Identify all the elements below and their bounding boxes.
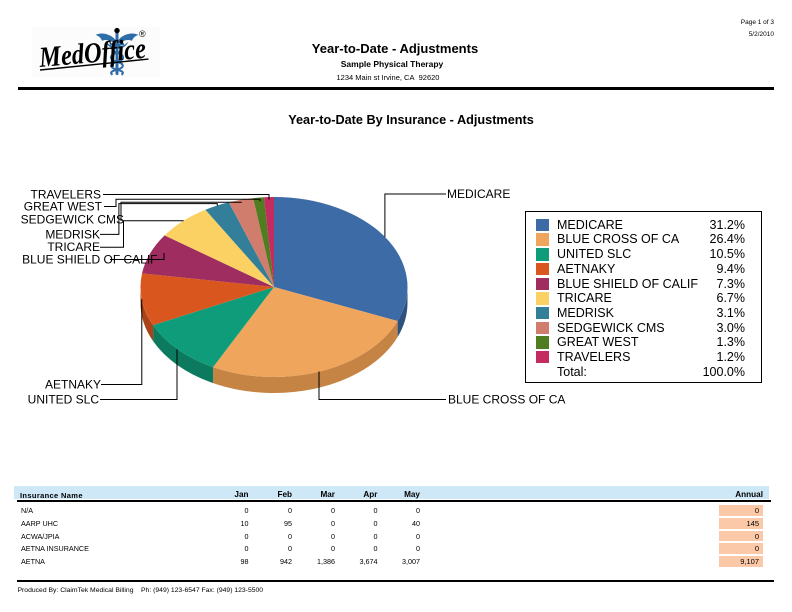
svg-text:MEDRISK: MEDRISK xyxy=(45,227,100,241)
svg-text:UNITED SLC: UNITED SLC xyxy=(28,393,100,407)
svg-text:MEDICARE: MEDICARE xyxy=(447,187,510,201)
svg-text:TRAVELERS: TRAVELERS xyxy=(31,188,101,202)
svg-text:SEDGEWICK CMS: SEDGEWICK CMS xyxy=(21,213,124,227)
svg-text:®: ® xyxy=(139,29,146,39)
svg-text:GREAT WEST: GREAT WEST xyxy=(24,200,103,214)
svg-text:AETNAKY: AETNAKY xyxy=(45,378,101,392)
svg-text:BLUE SHIELD OF CALIF: BLUE SHIELD OF CALIF xyxy=(22,253,157,267)
svg-text:TRICARE: TRICARE xyxy=(47,240,100,254)
svg-text:BLUE CROSS OF CA: BLUE CROSS OF CA xyxy=(448,393,565,407)
